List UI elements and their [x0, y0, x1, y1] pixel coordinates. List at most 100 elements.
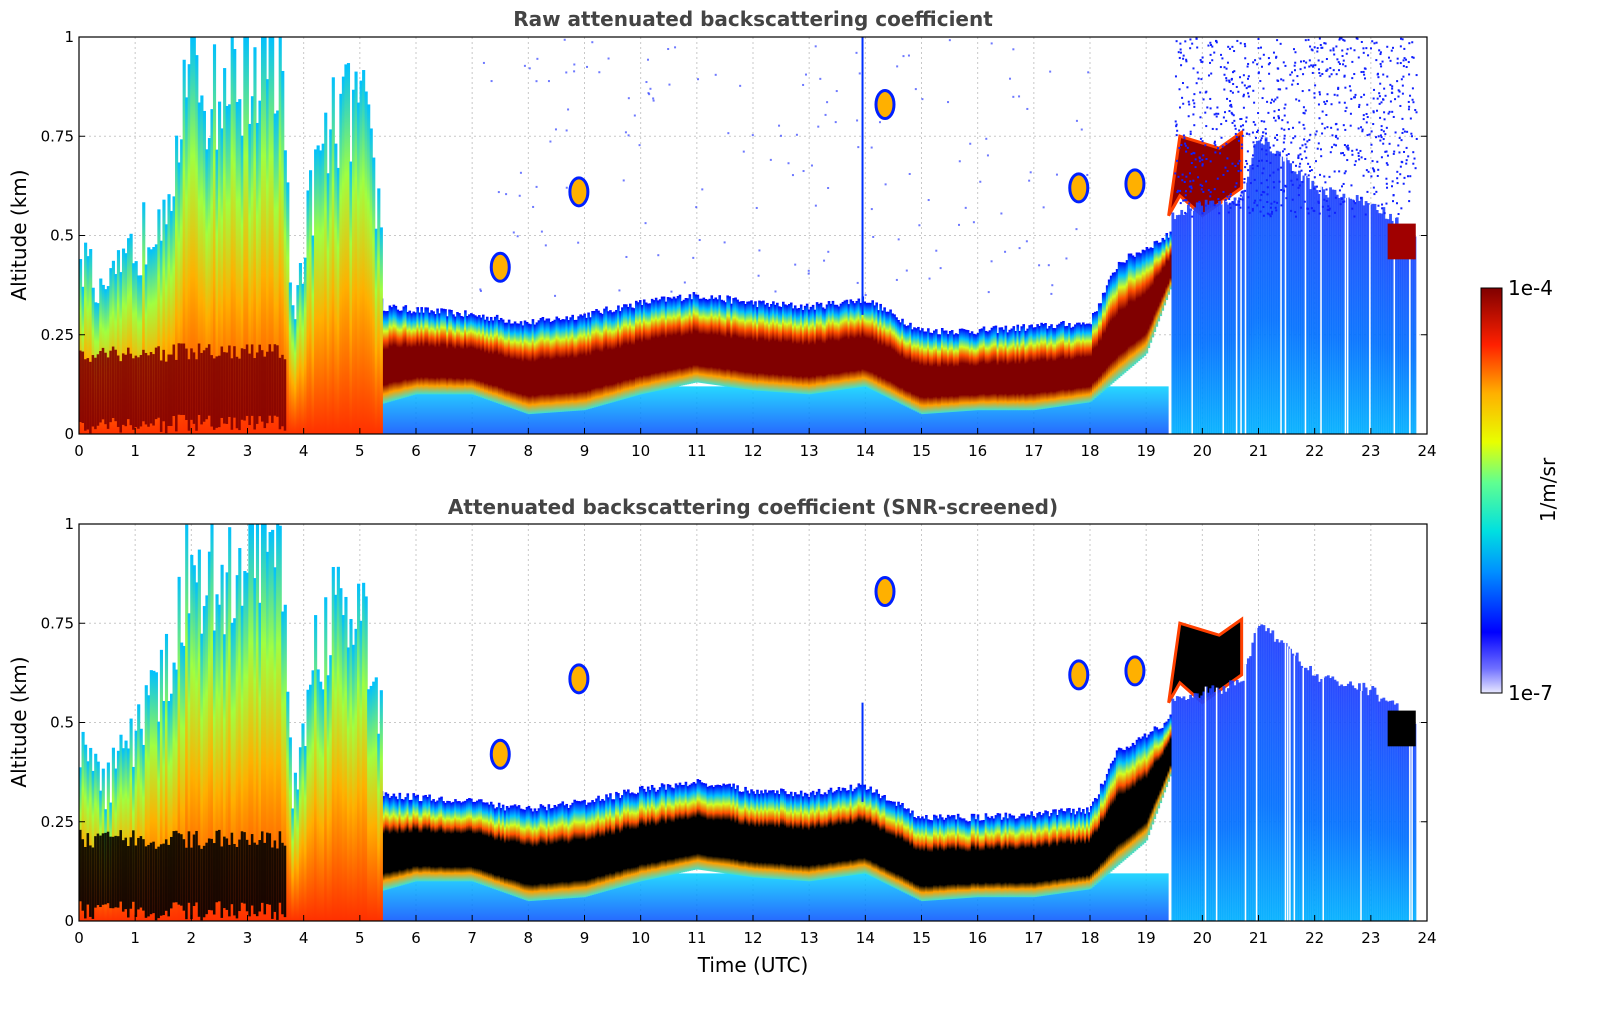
noise-speck	[1237, 162, 1240, 165]
colorbar-gradient	[1480, 287, 1503, 694]
noise-speck	[1337, 86, 1340, 89]
noise-speck	[1344, 128, 1347, 131]
noise-speck	[1325, 113, 1328, 116]
noise-speck	[1313, 176, 1316, 179]
noise-speck	[674, 46, 677, 49]
residual-layer-column	[1326, 197, 1330, 434]
noise-speck	[1355, 148, 1358, 151]
plume-column	[187, 64, 191, 435]
boundary-layer-column	[887, 311, 890, 398]
boundary-layer-column	[686, 298, 690, 385]
boundary-layer-column	[579, 314, 582, 411]
noise-speck	[1260, 148, 1263, 151]
noise-speck	[1400, 139, 1403, 142]
noise-speck	[1200, 188, 1203, 191]
noise-speck	[856, 119, 859, 122]
noise-speck	[979, 180, 982, 183]
dense-aerosol-column	[89, 361, 93, 434]
missing-profile	[1322, 677, 1324, 921]
residual-layer-column	[1264, 631, 1268, 921]
x-tick-label: 24	[1417, 929, 1436, 947]
y-tick-label: 0.75	[41, 614, 74, 632]
plume-column	[367, 104, 371, 434]
noise-speck	[1209, 191, 1212, 194]
residual-layer-column	[1386, 701, 1390, 921]
noise-speck	[1365, 169, 1368, 172]
noise-speck	[1254, 123, 1257, 126]
boundary-layer-column	[883, 794, 886, 883]
noise-speck	[1235, 85, 1238, 88]
residual-layer-column	[1206, 204, 1210, 434]
missing-profile	[1284, 643, 1287, 921]
noise-speck	[577, 241, 580, 244]
boundary-layer-column	[629, 303, 632, 398]
plume-column	[149, 249, 153, 434]
noise-speck	[1246, 65, 1249, 68]
noise-speck	[1265, 179, 1268, 182]
noise-speck	[1217, 198, 1220, 201]
residual-layer-column	[1173, 700, 1177, 921]
boundary-layer-column	[621, 307, 624, 400]
noise-speck	[1186, 86, 1189, 89]
boundary-layer-column	[917, 816, 920, 900]
boundary-layer-column	[1141, 249, 1145, 358]
noise-speck	[1346, 48, 1349, 51]
noise-speck	[1176, 129, 1179, 132]
boundary-layer-column	[1105, 773, 1109, 875]
noise-speck	[607, 57, 610, 60]
noise-speck	[964, 206, 967, 209]
boundary-layer-column	[940, 817, 944, 900]
plume-column	[311, 670, 315, 921]
dense-aerosol-column	[253, 842, 257, 915]
dense-aerosol-column	[255, 844, 260, 917]
plume-column	[301, 283, 305, 434]
noise-speck	[1201, 184, 1204, 187]
noise-speck	[1382, 73, 1385, 76]
noise-speck	[1266, 201, 1269, 204]
y-axis-label: Altitude (km)	[7, 169, 31, 300]
boundary-layer-column	[450, 802, 453, 882]
noise-speck	[1343, 154, 1346, 157]
noise-speck	[1241, 198, 1244, 201]
noise-speck	[1178, 88, 1181, 91]
boundary-layer-column	[706, 786, 710, 871]
boundary-layer-column	[1002, 817, 1006, 898]
noise-speck	[1398, 136, 1401, 139]
noise-speck	[1224, 111, 1227, 114]
noise-speck	[1403, 176, 1406, 179]
residual-layer-column	[1391, 700, 1395, 921]
plume-column	[86, 256, 90, 434]
noise-speck	[1397, 89, 1400, 92]
noise-speck	[1321, 60, 1324, 63]
noise-speck	[1174, 120, 1177, 123]
noise-speck	[1297, 154, 1300, 157]
boundary-layer-column	[988, 330, 992, 411]
residual-layer-column	[1349, 681, 1352, 921]
boundary-layer-column	[764, 789, 767, 879]
raw-backscatter-panel: Raw attenuated backscattering coefficien…	[7, 7, 1437, 460]
boundary-layer-column	[1101, 292, 1105, 392]
boundary-layer-column	[946, 334, 950, 413]
noise-speck	[1399, 173, 1402, 176]
noise-speck	[627, 97, 630, 100]
noise-speck	[864, 294, 867, 297]
boundary-layer-column	[625, 304, 628, 399]
noise-speck	[627, 134, 630, 137]
plume-column	[200, 95, 204, 434]
noise-speck	[1297, 186, 1300, 189]
noise-speck	[1237, 90, 1240, 93]
noise-speck	[1386, 186, 1389, 189]
residual-layer-column	[1178, 214, 1181, 434]
noise-speck	[1298, 165, 1301, 168]
noise-speck	[1283, 137, 1286, 140]
noise-speck	[1286, 121, 1289, 124]
noise-speck	[1228, 110, 1231, 113]
noise-speck	[1364, 77, 1367, 80]
x-tick-label: 4	[299, 929, 309, 947]
boundary-layer-column	[1000, 819, 1004, 898]
noise-speck	[1402, 65, 1405, 68]
noise-speck	[1409, 175, 1412, 178]
noise-speck	[1412, 151, 1415, 154]
noise-speck	[1284, 184, 1287, 187]
noise-speck	[1345, 106, 1348, 109]
